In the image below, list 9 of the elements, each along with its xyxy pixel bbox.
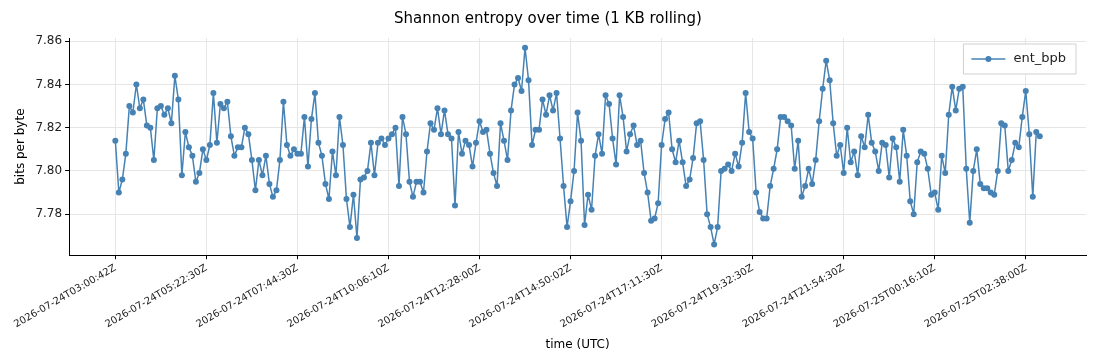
y-tick-label: 7.78 [35, 206, 63, 221]
y-axis-title: bits per byte [13, 108, 28, 185]
y-tick-label: 7.84 [35, 76, 63, 91]
y-tick-label: 7.86 [35, 33, 63, 48]
y-tick-label: 7.80 [35, 163, 63, 178]
legend-label: ent_bpb [1013, 50, 1066, 66]
y-tick-label: 7.82 [35, 119, 63, 134]
chart-title: Shannon entropy over time (1 KB rolling) [394, 8, 702, 27]
x-axis-title: time (UTC) [545, 336, 610, 351]
